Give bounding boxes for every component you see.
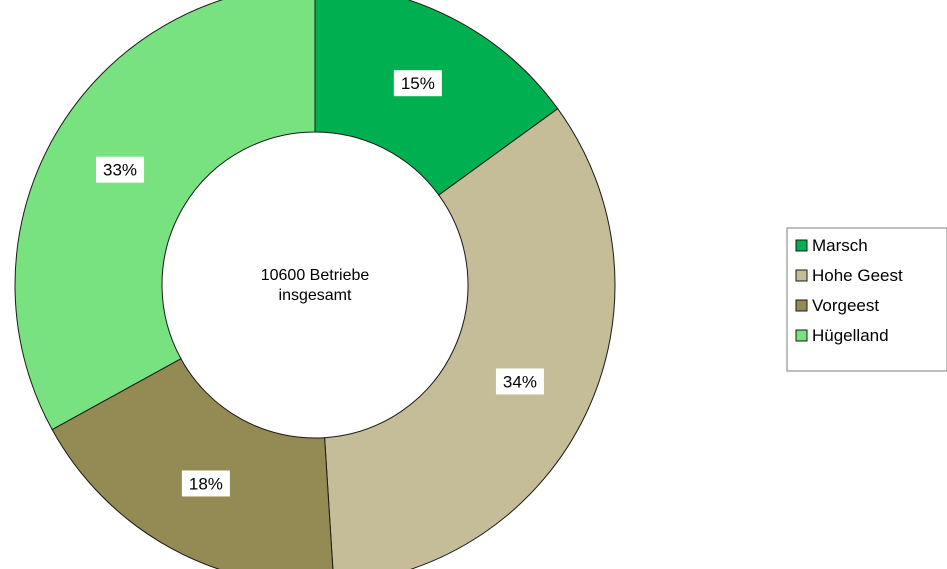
slice-label-vorgeest: 18% <box>181 470 230 497</box>
legend-swatch-marsch <box>795 239 808 252</box>
legend-label-hohe-geest: Hohe Geest <box>812 266 903 285</box>
legend: Marsch Hohe Geest Vorgeest Hügelland <box>786 227 947 372</box>
slice-hohe-geest <box>324 107 616 569</box>
slice-vorgeest <box>51 358 334 569</box>
donut-slices <box>14 0 616 569</box>
slice-label-hohe-geest: 34% <box>495 368 544 395</box>
slice-labels: 15% 34% 18% 33% <box>96 70 544 497</box>
slice-value-label: 33% <box>103 161 137 180</box>
legend-label-marsch: Marsch <box>812 236 868 255</box>
center-text-line-2: insgesamt <box>279 287 352 304</box>
slice-marsch <box>314 0 559 196</box>
legend-label-vorgeest: Vorgeest <box>812 296 879 315</box>
legend-label-hügelland: Hügelland <box>812 326 889 345</box>
legend-swatch-hohe-geest <box>795 269 808 282</box>
slice-label-box <box>393 70 442 97</box>
slice-hügelland <box>14 0 316 431</box>
center-text-line-1: 10600 Betriebe <box>261 267 370 284</box>
slice-value-label: 15% <box>401 74 435 93</box>
slice-value-label: 34% <box>503 372 537 391</box>
slice-label-box <box>181 470 230 497</box>
legend-swatch-vorgeest <box>795 299 808 312</box>
slice-label-box <box>96 156 145 183</box>
slice-label-hügelland: 33% <box>96 156 145 183</box>
legend-frame <box>786 227 947 372</box>
center-label: 10600 Betriebe insgesamt <box>261 267 370 304</box>
slice-value-label: 18% <box>189 474 223 493</box>
slice-label-marsch: 15% <box>393 70 442 97</box>
slice-label-box <box>495 368 544 395</box>
legend-swatch-hügelland <box>795 329 808 342</box>
